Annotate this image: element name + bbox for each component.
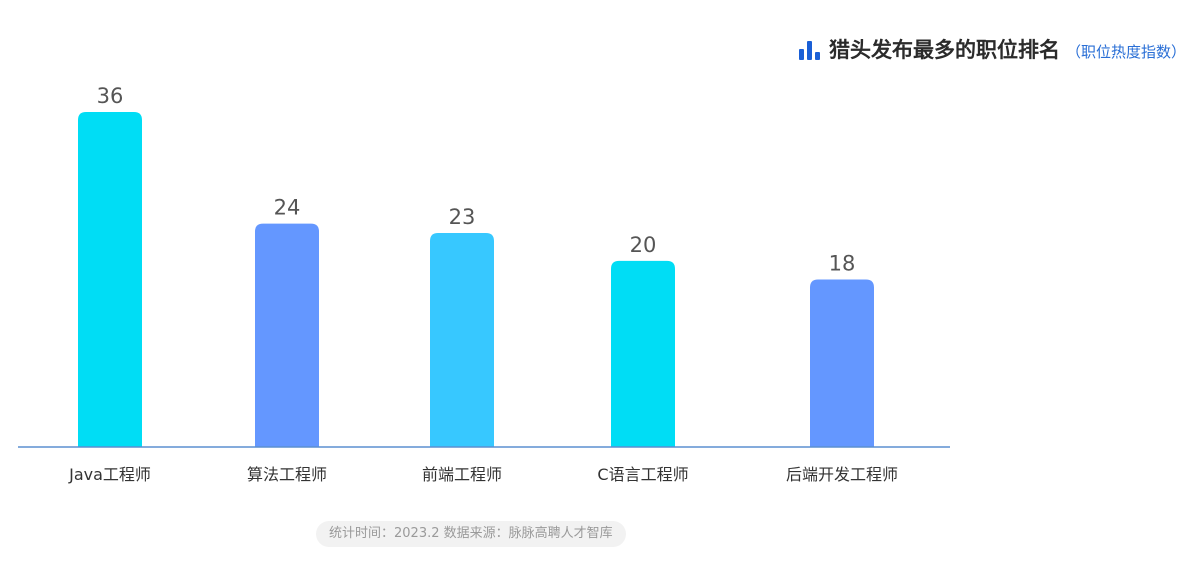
category-label-3: 前端工程师 [422, 465, 502, 484]
bars-layer [78, 112, 874, 447]
category-label-2: 算法工程师 [247, 465, 327, 484]
chart-title: 猎头发布最多的职位排名 [828, 38, 1060, 62]
bar-1 [78, 112, 142, 447]
chart-title-block: 猎头发布最多的职位排名 （职位热度指数） [797, 34, 1186, 64]
data-label-1: 36 [97, 84, 124, 108]
data-label-5: 18 [829, 252, 856, 276]
bar-chart: 36 24 23 20 18 Java工程师 算法工程师 前端工程师 C语言工程师 后端开发工程… [18, 84, 950, 484]
chart-subtitle: （职位热度指数） [1065, 43, 1186, 61]
bar-chart-icon [798, 41, 820, 60]
category-label-4: C语言工程师 [597, 465, 688, 484]
bar-4 [611, 260, 675, 447]
category-label-1: Java工程师 [68, 465, 151, 484]
data-source-note: 统计时间：2023.2 数据来源：脉脉高聘人才智库 [316, 521, 626, 547]
category-label-5: 后端开发工程师 [786, 465, 898, 484]
data-label-3: 23 [449, 205, 476, 229]
data-labels-layer: 36 24 23 20 18 [97, 84, 856, 276]
data-label-4: 20 [630, 233, 657, 257]
bar-3 [430, 232, 494, 447]
data-label-2: 24 [274, 196, 301, 220]
category-labels-layer: Java工程师 算法工程师 前端工程师 C语言工程师 后端开发工程师 [68, 465, 898, 484]
bar-2 [255, 223, 319, 447]
bar-5 [810, 279, 874, 447]
